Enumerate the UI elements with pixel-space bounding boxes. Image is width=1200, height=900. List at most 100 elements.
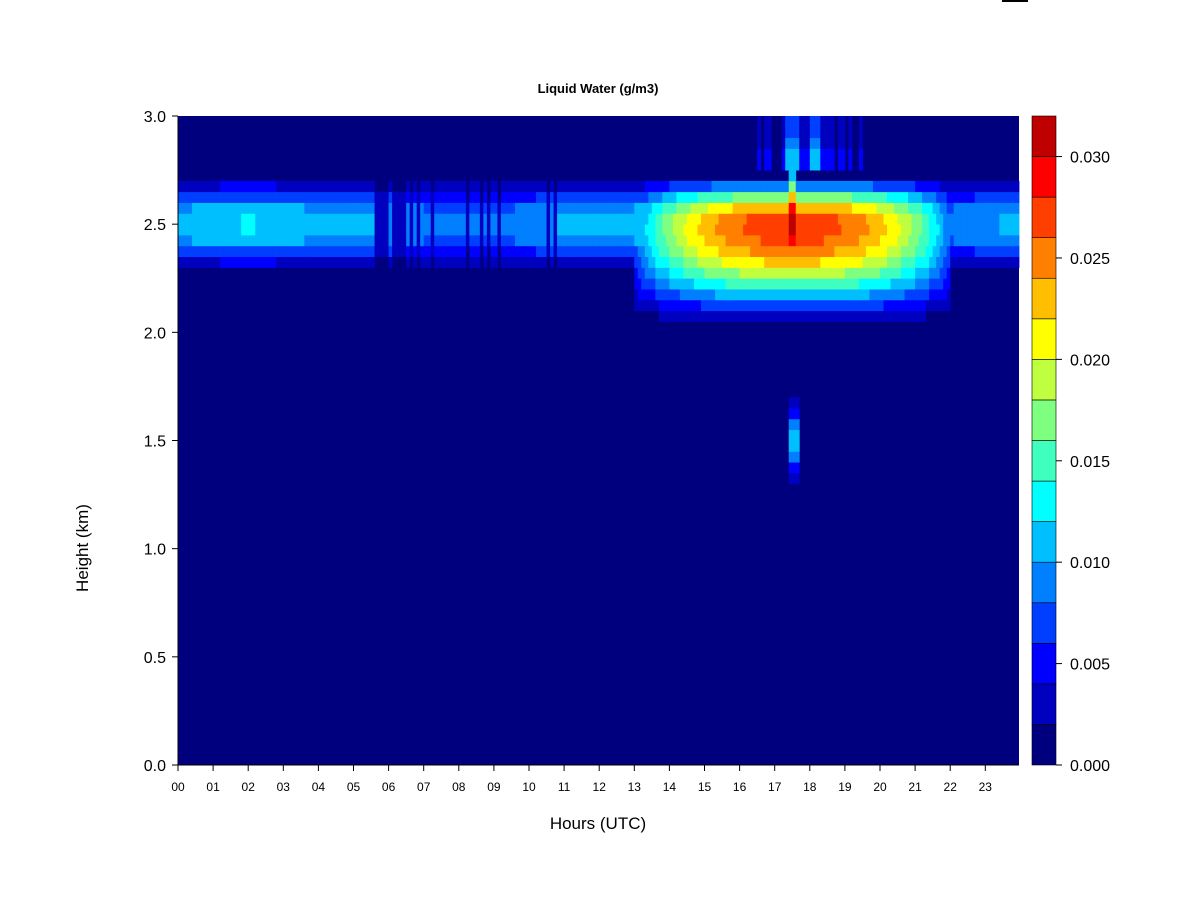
heatmap-cell (441, 202, 446, 214)
heatmap-cell (490, 234, 495, 247)
heatmap-cell (995, 234, 1000, 247)
heatmap-cell (830, 148, 835, 160)
heatmap-cell (943, 245, 948, 258)
heatmap-cell (192, 202, 196, 214)
heatmap-cell (995, 224, 1000, 236)
heatmap-cell (995, 245, 1000, 258)
heatmap-cell (767, 213, 772, 225)
heatmap-cell (353, 191, 358, 203)
heatmap-cell (293, 202, 298, 214)
heatmap-cell (883, 256, 888, 268)
heatmap-cell (585, 213, 590, 225)
heatmap-cell (321, 234, 326, 247)
heatmap-cell (799, 213, 804, 225)
heatmap-cell (672, 267, 677, 279)
heatmap-cell (553, 224, 558, 236)
x-tick-label: 01 (206, 780, 220, 794)
heatmap-cell (785, 299, 790, 312)
heatmap-cell (490, 180, 495, 193)
heatmap-cell (778, 202, 783, 214)
heatmap-cell (304, 234, 309, 247)
heatmap-cell (718, 191, 723, 203)
heatmap-cell (858, 191, 863, 203)
heatmap-cell (507, 245, 512, 258)
heatmap-cell (564, 213, 569, 225)
heatmap-cell (413, 180, 418, 193)
heatmap-cell (816, 116, 821, 128)
heatmap-cell (206, 213, 210, 225)
heatmap-cell (265, 202, 270, 214)
heatmap-cell (999, 213, 1004, 225)
heatmap-cell (543, 180, 547, 193)
heatmap-cell (560, 245, 565, 258)
heatmap-cell (901, 289, 905, 301)
heatmap-cell (911, 267, 916, 279)
heatmap-cell (834, 202, 839, 214)
heatmap-cell (732, 310, 737, 322)
heatmap-cell (880, 191, 884, 203)
heatmap-cell (213, 224, 218, 236)
heatmap-cell (918, 180, 923, 193)
heatmap-cell (848, 116, 853, 128)
heatmap-cell (915, 234, 920, 247)
heatmap-cell (318, 224, 323, 236)
heatmap-cell (307, 234, 312, 247)
heatmap-cell (887, 224, 891, 236)
heatmap-cell (746, 224, 751, 236)
heatmap-cell (381, 213, 386, 225)
heatmap-cell (286, 213, 291, 225)
heatmap-cell (785, 267, 790, 279)
heatmap-cell (258, 180, 263, 193)
heatmap-cell (925, 234, 930, 247)
x-axis-label: Hours (UTC) (550, 814, 646, 833)
heatmap-cell (399, 245, 404, 258)
heatmap-cell (820, 299, 825, 312)
heatmap-cell (686, 299, 691, 312)
heatmap-cell (683, 278, 688, 290)
heatmap-cell (342, 202, 347, 214)
heatmap-cell (504, 224, 509, 236)
heatmap-cell (820, 116, 825, 128)
heatmap-cell (897, 224, 902, 236)
heatmap-cell (658, 245, 663, 258)
heatmap-cell (244, 202, 249, 214)
heatmap-cell (406, 256, 411, 268)
heatmap-cell (665, 278, 670, 290)
heatmap-cell (371, 245, 375, 258)
heatmap-cell (704, 267, 709, 279)
heatmap-cell (816, 159, 821, 171)
heatmap-cell (630, 245, 635, 258)
heatmap-cell (469, 234, 474, 247)
colorbar-swatch (1031, 196, 1057, 238)
heatmap-cell (371, 213, 375, 225)
heatmap-cell (279, 256, 284, 268)
heatmap-cell (395, 224, 400, 236)
heatmap-cell (792, 418, 797, 431)
heatmap-cell (851, 310, 856, 322)
heatmap-cell (216, 213, 221, 225)
heatmap-cell (606, 234, 611, 247)
heatmap-cell (536, 224, 540, 236)
heatmap-cell (715, 289, 719, 301)
heatmap-cell (672, 256, 677, 268)
heatmap-cell (1013, 213, 1018, 225)
heatmap-cell (676, 299, 681, 312)
heatmap-cell (816, 126, 821, 139)
heatmap-cell (844, 224, 849, 236)
heatmap-cell (571, 213, 576, 225)
heatmap-cell (778, 256, 783, 268)
heatmap-cell (328, 245, 333, 258)
heatmap-cell (883, 234, 888, 247)
heatmap-cell (339, 180, 344, 193)
heatmap-cell (739, 299, 744, 312)
heatmap-cell (293, 213, 298, 225)
heatmap-cell (353, 180, 358, 193)
heatmap-cell (865, 202, 870, 214)
heatmap-cell (613, 245, 618, 258)
heatmap-cell (764, 202, 769, 214)
heatmap-cell (743, 289, 748, 301)
heatmap-cell (729, 224, 733, 236)
heatmap-cell (602, 180, 607, 193)
heatmap-cell (364, 256, 368, 268)
heatmap-cell (472, 180, 477, 193)
